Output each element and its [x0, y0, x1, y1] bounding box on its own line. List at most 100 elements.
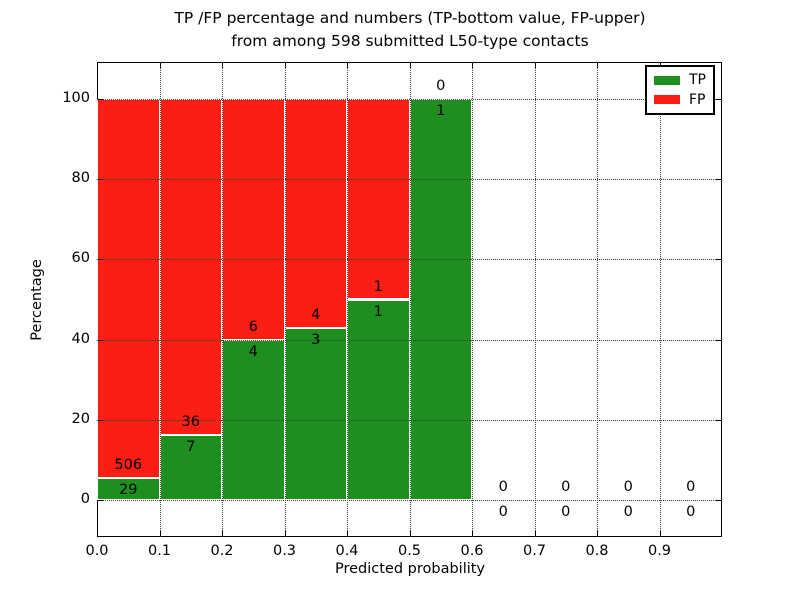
x-tick-mark-top [597, 63, 598, 68]
tp-legend-swatch-icon [654, 75, 680, 85]
bar-fp-0.3-0.4 [284, 98, 347, 329]
x-tick-mark-bottom [534, 531, 536, 536]
x-tick-mark-bottom [409, 531, 411, 536]
chart-title-line2: from among 598 submitted L50-type contac… [231, 32, 589, 50]
gridline-x-0.9 [659, 62, 661, 537]
x-tick-mark-top [284, 63, 286, 68]
x-tick-mark-bottom [284, 531, 286, 536]
fp-count-label: 4 [311, 307, 321, 324]
gridline-x-0.7 [534, 62, 536, 537]
legend-label-fp: FP [689, 91, 706, 108]
y-tick-label: 40 [71, 330, 90, 347]
x-axis-label: Predicted probability [334, 561, 486, 577]
x-tick-label: 0.1 [147, 543, 172, 559]
x-tick-mark-bottom [159, 531, 161, 536]
gridline-x-0.4 [347, 62, 348, 537]
tp-count-label: 29 [119, 482, 138, 499]
gridline-x-0.8 [597, 62, 598, 537]
x-tick-label: 0.5 [397, 543, 422, 559]
gridline-x-0.5 [409, 62, 411, 537]
y-axis-label: Percentage [29, 259, 45, 341]
legend-label-tp: TP [689, 72, 706, 89]
x-tick-mark-top [222, 63, 223, 68]
y-tick-mark-left [98, 179, 103, 181]
x-tick-mark-top [159, 63, 161, 68]
legend-entry-fp: FP [647, 93, 713, 107]
y-tick-mark-left [98, 339, 103, 341]
chart-title-line1: TP /FP percentage and numbers (TP-bottom… [174, 9, 646, 27]
bar-tp-0.4-0.5 [347, 299, 410, 501]
y-tick-mark-right [716, 419, 721, 421]
x-tick-mark-bottom [472, 531, 473, 536]
bar-fp-0.0-0.1 [97, 98, 160, 479]
x-tick-label: 0.6 [460, 543, 484, 559]
gridline-x-0.6 [472, 62, 473, 537]
gridline-y-20 [97, 419, 722, 421]
x-tick-label: 0.3 [272, 543, 297, 559]
fp-count-label: 36 [181, 413, 200, 430]
y-tick-label: 20 [71, 410, 90, 427]
y-tick-mark-right [716, 98, 721, 100]
x-tick-mark-bottom [597, 531, 598, 536]
y-tick-mark-left [98, 419, 103, 421]
bar-fp-0.1-0.2 [159, 98, 222, 435]
x-tick-label: 0.0 [85, 543, 109, 559]
tp-count-label: 4 [248, 343, 258, 360]
tp-count-label: 7 [186, 438, 196, 455]
x-tick-mark-top [347, 63, 348, 68]
gridline-x-0.3 [284, 62, 286, 537]
x-tick-label: 0.8 [585, 543, 609, 559]
y-tick-label: 80 [71, 170, 90, 187]
fp-count-label: 0 [686, 479, 696, 496]
tp-count-label: 1 [436, 102, 446, 119]
gridline-y-100 [97, 98, 722, 100]
x-tick-label: 0.2 [210, 543, 234, 559]
bar-tp-0.5-0.6 [409, 98, 472, 501]
bar-tp-0.1-0.2 [159, 434, 222, 501]
x-tick-mark-bottom [97, 531, 98, 536]
fp-count-label: 0 [436, 77, 446, 94]
x-tick-label: 0.4 [335, 543, 359, 559]
gridline-y-80 [97, 179, 722, 181]
x-tick-mark-bottom [222, 531, 223, 536]
gridline-y-60 [97, 259, 722, 261]
legend: TP FP [645, 65, 715, 115]
y-tick-mark-right [716, 179, 721, 181]
x-tick-mark-top [472, 63, 473, 68]
fp-count-label: 0 [623, 479, 633, 496]
fp-count-label: 0 [498, 479, 508, 496]
gridline-x-0.1 [159, 62, 161, 537]
x-tick-label: 0.7 [522, 543, 547, 559]
x-tick-mark-bottom [659, 531, 661, 536]
fp-count-label: 6 [248, 318, 258, 335]
y-tick-label: 60 [71, 250, 90, 267]
gridline-y-0 [97, 500, 722, 502]
y-tick-mark-right [716, 500, 721, 502]
gridline-x-0.2 [222, 62, 223, 537]
bar-fp-0.2-0.3 [222, 98, 285, 340]
bar-fp-0.4-0.5 [347, 98, 410, 300]
fp-legend-swatch-icon [654, 95, 680, 105]
x-tick-mark-top [534, 63, 536, 68]
bar-tp-0.3-0.4 [284, 328, 347, 501]
y-tick-label: 0 [80, 491, 90, 508]
y-tick-label: 100 [62, 89, 90, 106]
y-tick-mark-left [98, 500, 103, 502]
tp-count-label: 1 [373, 303, 383, 320]
x-tick-mark-top [409, 63, 411, 68]
y-tick-mark-right [716, 259, 721, 261]
y-tick-mark-left [98, 259, 103, 261]
x-tick-mark-top [97, 63, 98, 68]
y-tick-mark-left [98, 98, 103, 100]
bar-tp-0.0-0.1 [97, 478, 160, 501]
y-tick-mark-right [716, 339, 721, 341]
tp-count-label: 3 [311, 332, 321, 349]
gridline-y-40 [97, 339, 722, 341]
x-tick-label: 0.9 [647, 543, 672, 559]
tp-count-label: 0 [561, 504, 571, 521]
tp-count-label: 0 [686, 504, 696, 521]
fp-count-label: 506 [114, 457, 143, 474]
fp-count-label: 1 [373, 278, 383, 295]
tp-count-label: 0 [498, 504, 508, 521]
